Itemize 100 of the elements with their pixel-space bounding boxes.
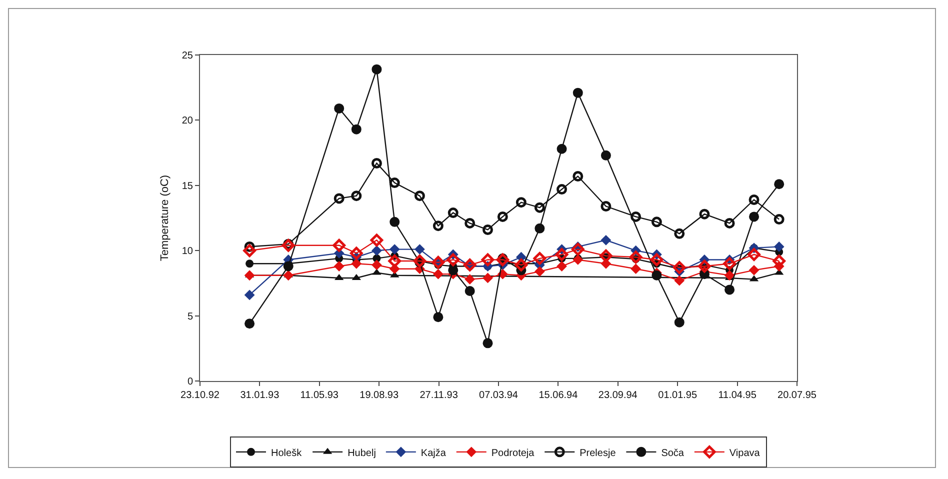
point (650, 253, 664, 266)
point (556, 261, 567, 272)
point (724, 218, 735, 228)
point (283, 270, 294, 281)
point (388, 254, 402, 268)
point (672, 261, 686, 274)
y-tick-label: 5 (187, 311, 194, 322)
point (351, 258, 362, 269)
point (244, 318, 255, 329)
point (464, 274, 476, 284)
x-tick-label: 07.03.94 (479, 390, 518, 401)
point (246, 260, 254, 268)
y-tick-label: 25 (182, 50, 194, 62)
point (572, 254, 584, 265)
x-tick-label: 15.06.94 (538, 390, 578, 401)
point (371, 158, 382, 168)
point (749, 212, 760, 222)
legend-label: Podroteja (491, 448, 535, 459)
point (433, 312, 444, 322)
point (334, 103, 344, 114)
point (414, 244, 425, 254)
point (448, 265, 458, 276)
point (674, 275, 685, 286)
point (282, 238, 295, 252)
point (482, 224, 493, 235)
point (372, 64, 382, 74)
point (652, 270, 662, 280)
point (600, 201, 612, 212)
point (600, 234, 612, 246)
point (463, 258, 476, 272)
legend-label: Kajža (420, 448, 446, 459)
point (571, 242, 584, 256)
point (464, 218, 476, 228)
point (534, 223, 545, 234)
point (496, 253, 510, 266)
x-tick-label: 19.08.93 (360, 390, 399, 401)
point (243, 244, 256, 258)
point (534, 266, 545, 277)
point (350, 246, 363, 260)
point (674, 317, 684, 328)
point (482, 272, 493, 284)
x-tick-label: 11.04.95 (718, 390, 757, 401)
point (556, 184, 568, 195)
point (572, 171, 584, 182)
point (724, 270, 735, 281)
x-tick-label: 23.09.94 (598, 390, 638, 401)
point (674, 228, 685, 239)
point (414, 190, 425, 202)
point (629, 250, 642, 264)
point (630, 264, 642, 274)
point (372, 245, 382, 256)
point (334, 193, 344, 204)
legend-label: Holešk (271, 448, 303, 459)
point (372, 260, 382, 270)
y-tick-label: 15 (182, 180, 194, 192)
point (774, 214, 784, 225)
y-tick-label: 0 (187, 376, 194, 388)
point (630, 211, 642, 222)
point (748, 194, 760, 205)
point (698, 260, 711, 273)
x-tick-label: 27.11.93 (420, 390, 458, 401)
point (244, 270, 255, 281)
x-tick-label: 23.10.92 (180, 390, 220, 401)
point (244, 290, 255, 300)
point (389, 244, 400, 254)
x-tick-label: 01.01.95 (658, 390, 698, 401)
point (448, 208, 458, 218)
point (482, 338, 493, 348)
point (723, 257, 736, 270)
point (651, 216, 662, 228)
point (774, 179, 784, 190)
point (600, 249, 612, 262)
point (283, 261, 294, 272)
y-tick-label: 10 (182, 246, 194, 258)
x-tick-label: 31.01.93 (240, 390, 280, 401)
point (464, 286, 475, 296)
point (748, 248, 760, 261)
point (433, 268, 444, 280)
point (748, 264, 760, 276)
point (389, 178, 400, 188)
point (556, 144, 567, 154)
point (432, 256, 445, 269)
point (774, 241, 784, 252)
point (370, 234, 384, 247)
legend-label: Soča (661, 448, 684, 459)
point (334, 261, 344, 272)
point (534, 202, 545, 213)
point (533, 252, 546, 265)
point (516, 197, 526, 208)
point (351, 124, 362, 134)
x-tick-label: 20.07.95 (778, 390, 817, 401)
y-axis-title: Temperature (oC) (159, 174, 171, 262)
point (699, 208, 710, 220)
point (600, 150, 611, 160)
point (514, 258, 528, 272)
legend-label: Vipava (729, 448, 760, 459)
point (497, 211, 508, 222)
legend-label: Hubelj (348, 448, 376, 459)
x-tick-label: 11.05.93 (300, 390, 339, 401)
point (555, 248, 568, 261)
